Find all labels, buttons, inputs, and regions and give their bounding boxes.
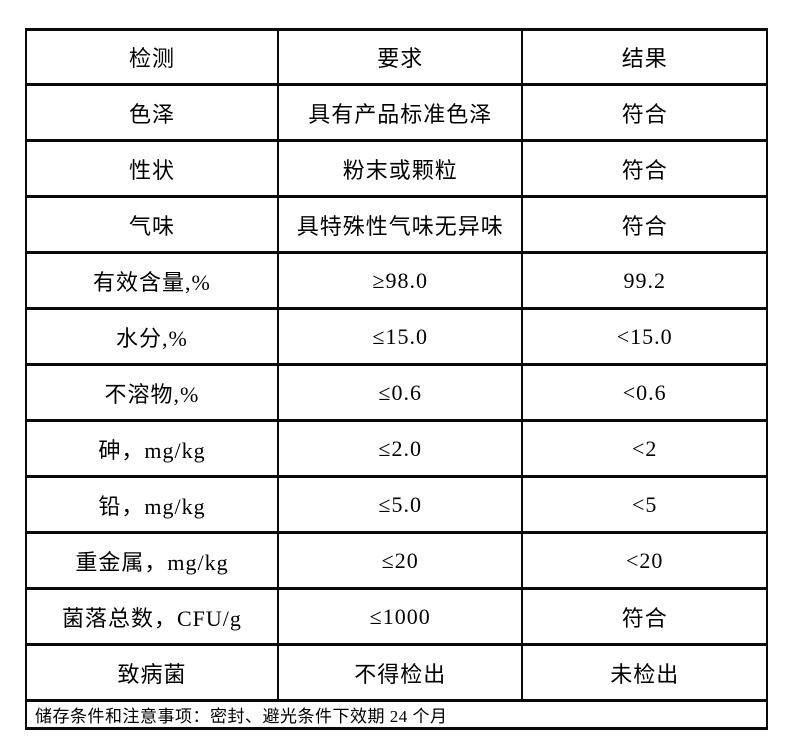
footer-note-row: 储存条件和注意事项：密封、避光条件下效期 24 个月 [25, 699, 768, 730]
table-row: 水分,% ≤15.0 <15.0 [25, 307, 768, 366]
cell-requirement: 粉末或颗粒 [276, 139, 524, 198]
cell-requirement: ≤0.6 [276, 363, 524, 422]
cell-result: <20 [521, 531, 768, 590]
cell-test: 色泽 [25, 83, 279, 142]
table-body: 色泽 具有产品标准色泽 符合 性状 粉末或颗粒 符合 气味 具特殊性气味无异味 符合 有效含量,%… [25, 83, 768, 702]
cell-result: <0.6 [521, 363, 768, 422]
cell-requirement: 不得检出 [276, 643, 524, 702]
cell-result: 符合 [521, 587, 768, 646]
header-cell-requirement: 要求 [276, 28, 524, 86]
header-row: 检测 要求 结果 [25, 28, 768, 86]
cell-test: 铅，mg/kg [25, 475, 279, 534]
cell-result: 符合 [521, 139, 768, 198]
cell-requirement: ≤1000 [276, 587, 524, 646]
table-row: 气味 具特殊性气味无异味 符合 [25, 195, 768, 254]
cell-requirement: 具特殊性气味无异味 [276, 195, 524, 254]
cell-test: 有效含量,% [25, 251, 279, 310]
table-row: 色泽 具有产品标准色泽 符合 [25, 83, 768, 142]
cell-result: <15.0 [521, 307, 768, 366]
table-row: 不溶物,% ≤0.6 <0.6 [25, 363, 768, 422]
cell-test: 性状 [25, 139, 279, 198]
table-row: 致病菌 不得检出 未检出 [25, 643, 768, 702]
cell-result: <2 [521, 419, 768, 478]
cell-result: 未检出 [521, 643, 768, 702]
table-header: 检测 要求 结果 [25, 28, 768, 86]
cell-result: <5 [521, 475, 768, 534]
table-row: 砷，mg/kg ≤2.0 <2 [25, 419, 768, 478]
cell-requirement: ≥98.0 [276, 251, 524, 310]
cell-test: 气味 [25, 195, 279, 254]
table-row: 性状 粉末或颗粒 符合 [25, 139, 768, 198]
cell-test: 水分,% [25, 307, 279, 366]
quality-inspection-table: 检测 要求 结果 色泽 具有产品标准色泽 符合 性状 粉末或颗粒 符合 气味 具特殊性气味无异… [25, 28, 768, 730]
header-cell-test: 检测 [25, 28, 279, 86]
cell-result: 符合 [521, 83, 768, 142]
cell-requirement: ≤15.0 [276, 307, 524, 366]
header-cell-result: 结果 [521, 28, 768, 86]
cell-test: 不溶物,% [25, 363, 279, 422]
table-row: 铅，mg/kg ≤5.0 <5 [25, 475, 768, 534]
storage-conditions-note: 储存条件和注意事项：密封、避光条件下效期 24 个月 [25, 699, 768, 730]
cell-test: 重金属，mg/kg [25, 531, 279, 590]
table-row: 重金属，mg/kg ≤20 <20 [25, 531, 768, 590]
table-footer: 储存条件和注意事项：密封、避光条件下效期 24 个月 [25, 699, 768, 730]
cell-result: 99.2 [521, 251, 768, 310]
cell-requirement: ≤5.0 [276, 475, 524, 534]
cell-requirement: ≤2.0 [276, 419, 524, 478]
cell-test: 砷，mg/kg [25, 419, 279, 478]
cell-test: 菌落总数，CFU/g [25, 587, 279, 646]
cell-requirement: ≤20 [276, 531, 524, 590]
cell-test: 致病菌 [25, 643, 279, 702]
table-row: 有效含量,% ≥98.0 99.2 [25, 251, 768, 310]
cell-result: 符合 [521, 195, 768, 254]
table-row: 菌落总数，CFU/g ≤1000 符合 [25, 587, 768, 646]
cell-requirement: 具有产品标准色泽 [276, 83, 524, 142]
